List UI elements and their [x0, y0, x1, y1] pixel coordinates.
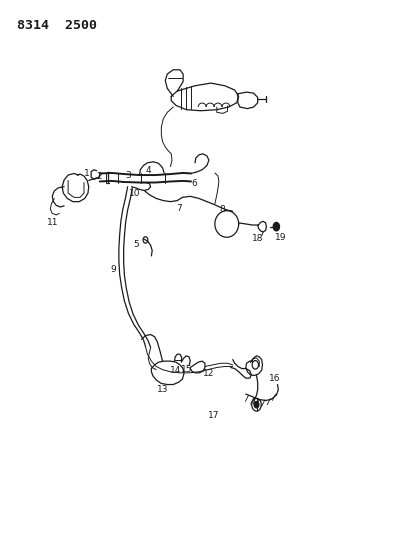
Text: 1: 1: [84, 169, 90, 178]
Text: 17: 17: [208, 411, 220, 420]
Text: 15: 15: [181, 365, 193, 374]
Text: 5: 5: [133, 240, 139, 249]
Circle shape: [254, 401, 259, 408]
Circle shape: [273, 222, 279, 231]
Text: 3: 3: [125, 171, 131, 180]
Text: 16: 16: [269, 374, 280, 383]
Text: 2: 2: [96, 172, 102, 181]
Text: 4: 4: [145, 166, 151, 175]
Text: 18: 18: [252, 235, 263, 244]
Text: 11: 11: [47, 219, 59, 228]
Text: 9: 9: [111, 265, 117, 274]
Text: 12: 12: [203, 369, 215, 378]
Text: 14: 14: [170, 366, 181, 375]
Text: 6: 6: [191, 179, 197, 188]
Text: 8: 8: [219, 205, 225, 214]
Text: 8314  2500: 8314 2500: [17, 19, 97, 33]
Text: 10: 10: [129, 189, 140, 198]
Text: 19: 19: [275, 233, 286, 242]
Text: 13: 13: [157, 385, 168, 394]
Text: 7: 7: [176, 204, 182, 213]
